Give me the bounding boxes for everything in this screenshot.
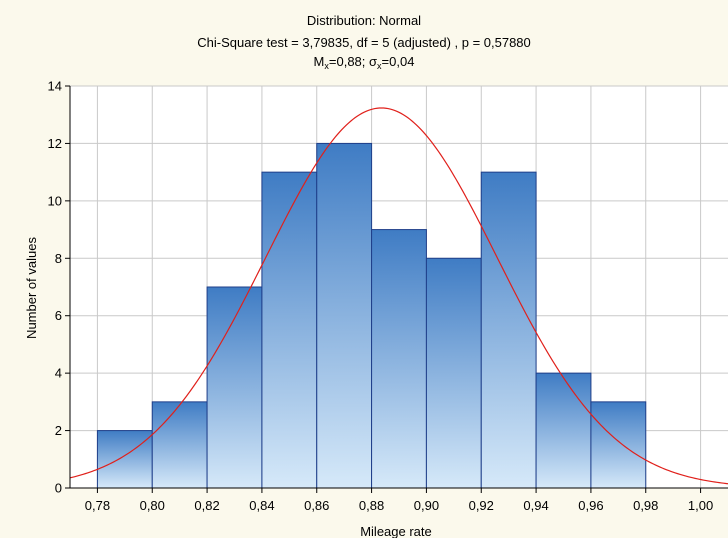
x-tick-label-10: 0,98: [633, 498, 658, 513]
x-tick-label-2: 0,82: [194, 498, 219, 513]
normal-fit-curve: [70, 107, 728, 485]
histogram-bar-0: [96, 430, 153, 489]
x-tick-label-6: 0,90: [414, 498, 439, 513]
chart-title: Distribution: Normal: [307, 13, 421, 28]
y-tick-label-1: 2: [55, 423, 62, 438]
chart-subtitle: Chi-Square test = 3,79835, df = 5 (adjus…: [197, 35, 531, 50]
bars: [96, 142, 647, 489]
y-tick-label-5: 10: [48, 193, 62, 208]
x-tick-label-1: 0,80: [140, 498, 165, 513]
y-tick-label-6: 12: [48, 136, 62, 151]
y-tick-label-7: 14: [48, 79, 62, 94]
histogram-bar-2: [206, 286, 263, 489]
histogram-bar-7: [480, 171, 537, 489]
axes: [69, 86, 728, 489]
histogram-bar-9: [590, 401, 647, 489]
y-tick-label-3: 6: [55, 308, 62, 323]
mean-subscript: x: [324, 61, 329, 71]
histogram-bar-6: [425, 257, 482, 489]
x-tick-label-8: 0,94: [523, 498, 548, 513]
mean-symbol: M: [314, 54, 325, 69]
y-axis-label: Number of values: [24, 237, 39, 339]
histogram-bar-5: [371, 229, 427, 489]
mean-value: =0,88;: [329, 54, 369, 69]
histogram-bar-1: [151, 401, 208, 489]
histogram-bar-8: [535, 372, 592, 489]
y-tick-label-4: 8: [55, 251, 62, 266]
sd-value: =0,04: [382, 54, 415, 69]
x-axis-label: Mileage rate: [360, 524, 432, 538]
chart-stats: Mx=0,88; σx=0,04: [314, 54, 415, 71]
x-tick-label-11: 1,00: [688, 498, 713, 513]
sd-subscript: x: [377, 61, 382, 71]
y-tick-label-0: 0: [55, 481, 62, 496]
x-tick-label-7: 0,92: [469, 498, 494, 513]
sd-symbol: σ: [369, 54, 377, 69]
x-tick-label-0: 0,78: [85, 498, 110, 513]
x-axis-ticks: 0,78 0,80 0,82 0,84 0,86 0,88 0,90 0,92 0,94 0,96…: [85, 488, 713, 513]
histogram-bar-4: [316, 142, 373, 489]
x-tick-label-9: 0,96: [578, 498, 603, 513]
x-tick-label-3: 0,84: [249, 498, 274, 513]
x-tick-label-4: 0,86: [304, 498, 329, 513]
y-tick-label-2: 4: [55, 366, 62, 381]
y-axis-ticks: 0 2 4 6 8 10 12 14: [48, 79, 70, 496]
histogram-bar-3: [261, 171, 318, 489]
x-tick-label-5: 0,88: [359, 498, 384, 513]
